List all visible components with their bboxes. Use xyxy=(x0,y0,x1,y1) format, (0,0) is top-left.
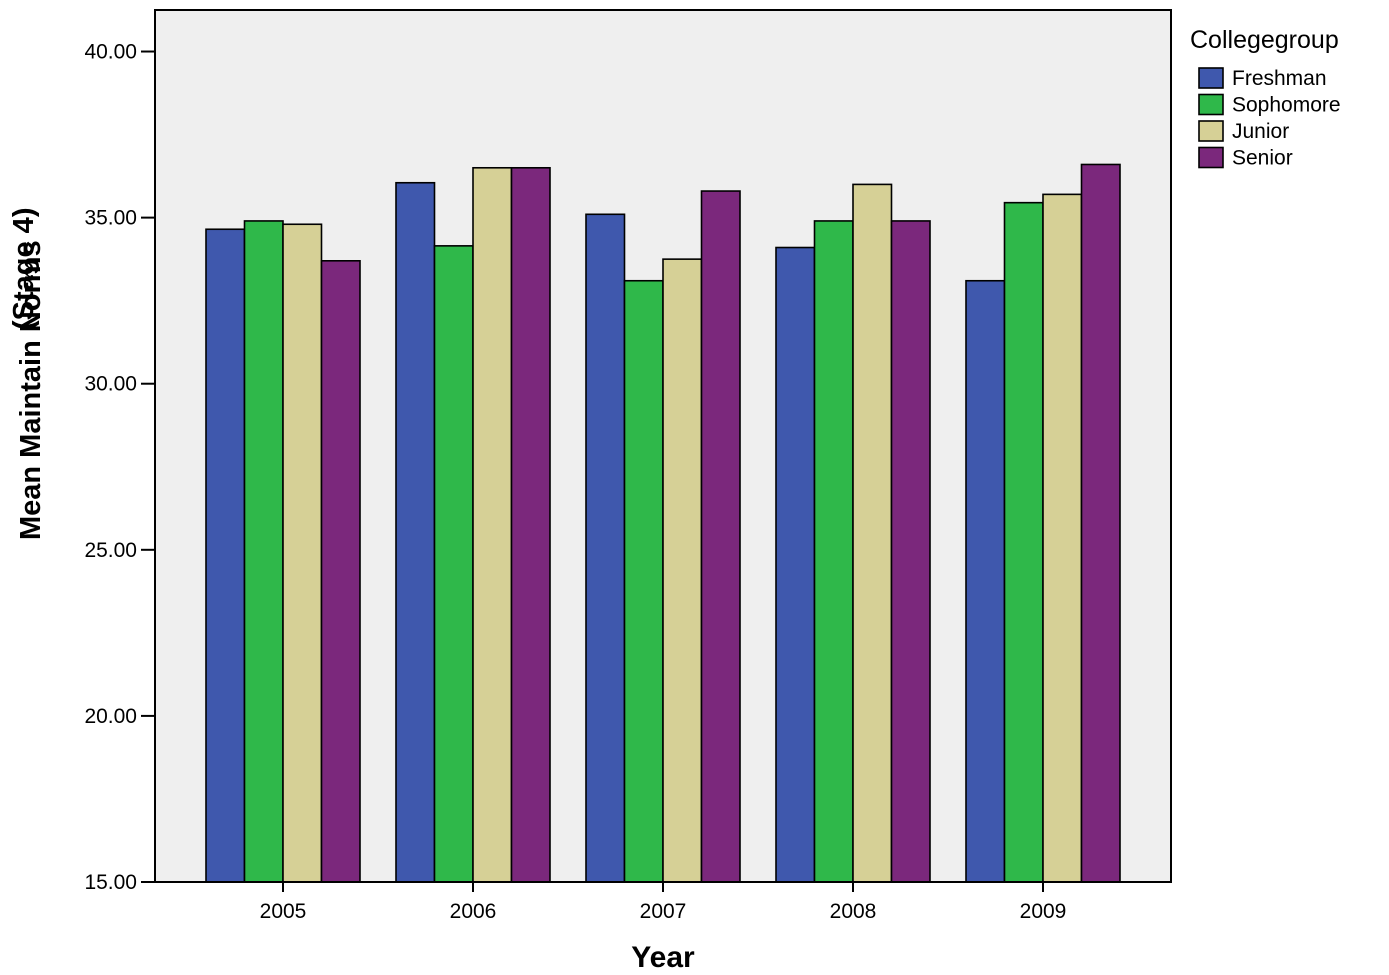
bar-junior-2007 xyxy=(663,259,702,882)
bar-junior-2005 xyxy=(283,224,322,882)
bar-freshman-2006 xyxy=(396,183,435,882)
bar-sophomore-2005 xyxy=(245,221,284,882)
legend-swatch-senior xyxy=(1199,148,1223,168)
y-tick-label: 20.00 xyxy=(84,705,137,728)
bar-senior-2006 xyxy=(512,168,551,882)
x-axis: 2005 2006 2007 2008 2009 xyxy=(260,882,1067,923)
legend-label-senior: Senior xyxy=(1232,147,1293,170)
x-tick-label: 2005 xyxy=(260,900,307,923)
bar-senior-2008 xyxy=(892,221,931,882)
legend-swatch-junior xyxy=(1199,121,1223,141)
bar-senior-2009 xyxy=(1082,164,1121,882)
bar-sophomore-2007 xyxy=(625,281,664,882)
legend-label-sophomore: Sophomore xyxy=(1232,94,1341,117)
bar-sophomore-2006 xyxy=(435,246,474,882)
legend-swatch-sophomore xyxy=(1199,95,1223,115)
y-tick-label: 40.00 xyxy=(84,41,137,64)
bar-freshman-2007 xyxy=(586,214,625,882)
x-tick-label: 2006 xyxy=(450,900,497,923)
y-tick-label: 30.00 xyxy=(84,373,137,396)
bar-junior-2006 xyxy=(473,168,512,882)
legend: Collegegroup Freshman Sophomore Junior Seni… xyxy=(1190,26,1341,170)
x-tick-label: 2007 xyxy=(640,900,687,923)
bar-junior-2008 xyxy=(853,184,892,882)
y-tick-label: 25.00 xyxy=(84,539,137,562)
bar-freshman-2008 xyxy=(776,248,815,882)
legend-label-freshman: Freshman xyxy=(1232,67,1327,90)
x-axis-title: Year xyxy=(631,941,695,974)
y-tick-label: 15.00 xyxy=(84,871,137,894)
bar-sophomore-2009 xyxy=(1005,203,1044,882)
bar-freshman-2005 xyxy=(206,229,245,882)
legend-label-junior: Junior xyxy=(1232,120,1289,143)
bar-senior-2007 xyxy=(702,191,741,882)
bar-junior-2009 xyxy=(1043,194,1082,882)
y-tick-label: 35.00 xyxy=(84,207,137,230)
x-tick-label: 2008 xyxy=(830,900,877,923)
x-tick-label: 2009 xyxy=(1020,900,1067,923)
y-axis-title-stage: (Stage 4) xyxy=(8,208,40,330)
bar-freshman-2009 xyxy=(966,281,1005,882)
y-axis-title: Mean Maintain Norms (Stage 4) xyxy=(8,208,47,540)
y-axis: 15.00 20.00 25.00 30.00 35.00 40.00 xyxy=(84,41,155,894)
legend-title: Collegegroup xyxy=(1190,26,1339,54)
bar-sophomore-2008 xyxy=(815,221,854,882)
bar-senior-2005 xyxy=(322,261,361,882)
legend-swatch-freshman xyxy=(1199,68,1223,88)
